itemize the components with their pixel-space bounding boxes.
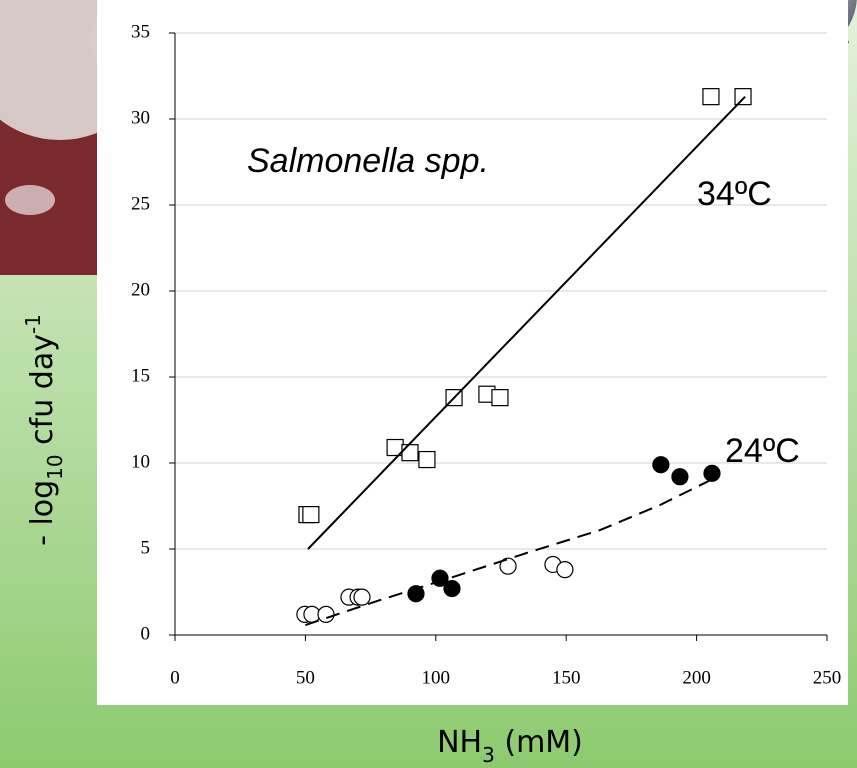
x-tick-label: 100 bbox=[422, 667, 451, 688]
x-tick-label: 200 bbox=[682, 667, 711, 688]
point bbox=[303, 507, 319, 523]
y-label-part: - log bbox=[25, 480, 60, 546]
y-tick-label: 0 bbox=[141, 623, 151, 644]
x-tick-label: 250 bbox=[813, 667, 842, 688]
point bbox=[318, 606, 334, 622]
annotation: Salmonella spp. bbox=[247, 142, 489, 180]
point bbox=[704, 465, 720, 481]
point bbox=[672, 469, 688, 485]
x-label-sub: 3 bbox=[482, 743, 495, 767]
y-tick-label: 35 bbox=[131, 21, 150, 42]
y-tick-label: 15 bbox=[131, 365, 150, 386]
point bbox=[402, 445, 418, 461]
point bbox=[419, 452, 435, 468]
y-label-part: cfu day bbox=[25, 334, 60, 454]
point bbox=[354, 589, 370, 605]
y-tick-label: 20 bbox=[131, 279, 150, 300]
point bbox=[703, 89, 719, 105]
x-tick-label: 150 bbox=[552, 667, 581, 688]
point bbox=[653, 457, 669, 473]
y-label-sub: 10 bbox=[43, 454, 67, 479]
y-tick-label: 25 bbox=[131, 193, 150, 214]
point bbox=[557, 562, 573, 578]
point bbox=[735, 89, 751, 105]
x-label-part: NH bbox=[437, 725, 482, 760]
annotation: 34ºC bbox=[697, 175, 772, 213]
y-tick-label: 30 bbox=[131, 107, 150, 128]
y-tick-label: 10 bbox=[131, 451, 150, 472]
x-tick-label: 50 bbox=[296, 667, 315, 688]
x-tick-label: 0 bbox=[170, 667, 180, 688]
annotation: 24ºC bbox=[725, 432, 800, 470]
point bbox=[492, 390, 508, 406]
y-tick-label: 5 bbox=[141, 537, 151, 558]
x-label-part: (mM) bbox=[495, 725, 583, 760]
slide: 0 5 10 15 20 25 30 35 0 50 100 150 200 250 NH3 (mM) -… bbox=[0, 0, 857, 768]
y-label-sup: -1 bbox=[21, 314, 45, 334]
point bbox=[444, 581, 460, 597]
